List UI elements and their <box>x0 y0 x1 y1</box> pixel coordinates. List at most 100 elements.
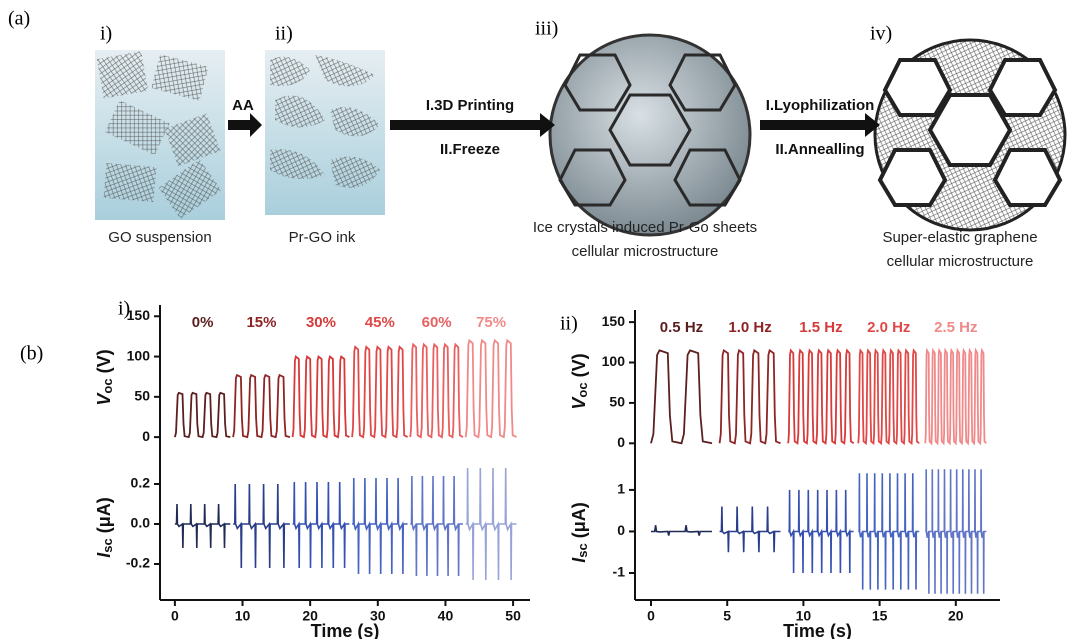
y-title-symbol: V <box>569 396 589 410</box>
y-tick-label: -0.2 <box>126 555 150 571</box>
panel-label: (b) <box>20 343 43 365</box>
y-tick-label: 100 <box>127 347 151 363</box>
y-tick-label: 0 <box>142 428 150 444</box>
isc-trace <box>174 503 231 549</box>
y-title-unit: (V) <box>94 349 114 378</box>
voc-trace <box>464 338 517 439</box>
isc-trace <box>465 467 517 581</box>
isc-trace <box>719 506 781 553</box>
y-title-symbol: I <box>94 552 114 558</box>
segment-label: 2.5 Hz <box>934 319 977 336</box>
arrow <box>228 113 262 137</box>
y-axis-title: Voc (V) <box>569 353 591 409</box>
step-label: iv) <box>870 23 892 45</box>
y-title-unit: (μA) <box>569 502 589 543</box>
y-title-sub: oc <box>575 382 590 397</box>
voc-trace <box>351 345 409 439</box>
isc-trace <box>292 481 350 569</box>
step-caption: Super-elastic graphene <box>882 229 1037 246</box>
step-caption: cellular microstructure <box>887 253 1034 270</box>
schematic <box>95 33 1067 237</box>
y-title-sub: sc <box>575 543 590 557</box>
y-tick-label: 1 <box>617 481 625 497</box>
y-tick-label: 0.0 <box>131 515 151 531</box>
isc-trace <box>925 469 987 594</box>
step-label: iii) <box>535 18 558 40</box>
arrow <box>390 113 555 137</box>
x-axis-title: Time (s) <box>311 621 380 639</box>
x-tick-label: 40 <box>438 608 454 624</box>
segment-label: 75% <box>476 314 506 331</box>
x-tick-label: 10 <box>796 608 812 624</box>
step-caption: GO suspension <box>108 229 211 246</box>
step-caption: Pr-GO ink <box>289 229 356 246</box>
isc-trace <box>651 525 712 536</box>
voc-trace <box>174 391 231 439</box>
step-caption: Ice crystals induced Pr-Go sheets <box>533 219 757 236</box>
go-sheets <box>96 51 222 219</box>
chart-label: i) <box>118 298 130 320</box>
isc-trace <box>352 477 408 575</box>
arrow-label: I.3D Printing <box>426 97 514 114</box>
y-axis-title: Isc (μA) <box>569 502 591 563</box>
isc-trace <box>858 473 920 590</box>
arrow <box>760 113 880 137</box>
arrow-label: I.Lyophilization <box>766 97 875 114</box>
voc-trace <box>232 373 291 439</box>
chart-label: ii) <box>560 313 578 335</box>
y-tick-label: 50 <box>609 394 625 410</box>
voc-trace <box>924 347 987 446</box>
segment-label: 1.0 Hz <box>728 319 771 336</box>
y-title-sub: oc <box>100 378 115 393</box>
isc-trace <box>410 475 463 577</box>
y-title-symbol: V <box>94 392 114 406</box>
x-tick-label: 0 <box>171 608 179 624</box>
segment-label: 2.0 Hz <box>867 319 910 336</box>
arrow-label: II.Annealling <box>775 141 864 158</box>
voc-trace <box>291 354 350 439</box>
segment-label: 15% <box>246 314 276 331</box>
x-tick-label: 0 <box>647 608 655 624</box>
x-tick-label: 30 <box>370 608 386 624</box>
step-label: i) <box>100 23 112 45</box>
voc-trace <box>718 348 781 445</box>
x-tick-label: 20 <box>948 608 964 624</box>
segment-label: 45% <box>365 314 395 331</box>
panel-label: (a) <box>8 8 30 30</box>
arrow-label: II.Freeze <box>440 141 500 158</box>
y-tick-label: 150 <box>127 307 151 323</box>
segment-label: 1.5 Hz <box>799 319 842 336</box>
y-tick-label: 150 <box>602 313 626 329</box>
y-tick-label: 0 <box>617 522 625 538</box>
x-tick-label: 20 <box>302 608 318 624</box>
voc-trace <box>787 348 855 445</box>
arrows <box>228 113 880 137</box>
y-title-unit: (μA) <box>94 497 114 538</box>
y-tick-label: 100 <box>602 353 626 369</box>
y-tick-label: 0.2 <box>131 475 151 491</box>
x-tick-label: 15 <box>872 608 888 624</box>
arrow-label: AA <box>232 97 254 114</box>
step-label: ii) <box>275 23 293 45</box>
y-tick-label: 50 <box>134 388 150 404</box>
graphene-cells <box>877 58 1063 207</box>
step-caption: cellular microstructure <box>572 243 719 260</box>
ice-sphere-image <box>548 33 752 237</box>
segment-label: 60% <box>422 314 452 331</box>
voc-trace <box>857 348 920 446</box>
segment-label: 0.5 Hz <box>660 319 703 336</box>
voc-trace <box>650 349 713 445</box>
isc-trace <box>788 489 854 574</box>
x-tick-label: 10 <box>235 608 251 624</box>
y-tick-label: -1 <box>613 564 626 580</box>
y-title-sub: sc <box>100 538 115 552</box>
x-axis-title: Time (s) <box>783 621 852 639</box>
y-title-unit: (V) <box>569 353 589 382</box>
x-tick-label: 50 <box>505 608 521 624</box>
ice-cells <box>558 53 742 207</box>
voc-trace <box>409 342 464 439</box>
pr-go-sheets <box>270 55 380 188</box>
isc-trace <box>233 483 290 569</box>
